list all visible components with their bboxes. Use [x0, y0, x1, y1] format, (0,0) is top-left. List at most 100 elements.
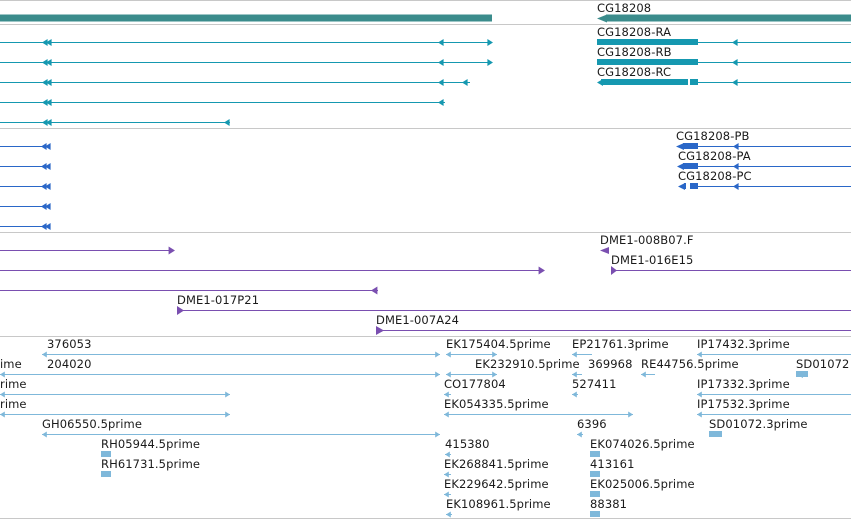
left-arrow-icon	[41, 183, 47, 190]
left-arrow-icon	[697, 411, 702, 418]
left-arrow-icon	[446, 351, 451, 358]
left-arrow-icon	[732, 59, 738, 66]
left-arrow-icon	[438, 59, 444, 66]
exon-block	[597, 59, 698, 65]
transcript-label-ra[interactable]: CG18208-RA	[597, 25, 672, 39]
est-label[interactable]: 204020	[47, 357, 92, 371]
right-arrow-icon	[628, 411, 633, 418]
left-arrow-icon	[41, 203, 47, 210]
left-arrow-icon	[733, 163, 739, 170]
left-arrow-icon	[446, 511, 451, 518]
est-label[interactable]: EK025006.5prime	[590, 477, 695, 491]
left-arrow-icon	[733, 143, 739, 150]
est-label[interactable]: RE44756.5prime	[641, 357, 739, 371]
right-arrow-icon	[492, 371, 497, 378]
protein-block	[683, 163, 698, 169]
est-label[interactable]: EP21761.3prime	[572, 337, 669, 351]
left-arrow-icon	[42, 119, 48, 126]
left-arrow-icon	[46, 39, 52, 46]
left-arrow-icon	[600, 247, 609, 254]
clone-label-016e15[interactable]: DME1-016E15	[611, 253, 694, 267]
est-label[interactable]: rime	[0, 397, 27, 411]
left-arrow-icon	[677, 163, 684, 170]
right-arrow-icon	[487, 59, 493, 66]
left-arrow-icon	[444, 491, 449, 498]
est-label[interactable]: 6396	[577, 417, 607, 431]
est-label[interactable]: EK108961.5prime	[446, 497, 551, 511]
est-label[interactable]: RH05944.5prime	[101, 437, 201, 451]
right-arrow-icon	[225, 391, 230, 398]
protein-label-pa[interactable]: CG18208-PA	[678, 149, 751, 163]
gene-label[interactable]: CG18208	[597, 1, 652, 15]
left-arrow-icon	[676, 143, 684, 150]
transcript-label-rc[interactable]: CG18208-RC	[597, 65, 672, 79]
exon-block	[601, 79, 688, 85]
left-arrow-icon	[41, 143, 47, 150]
left-arrow-icon	[42, 99, 48, 106]
est-label[interactable]: GH06550.5prime	[42, 417, 143, 431]
est-label[interactable]: IP17332.3prime	[697, 377, 790, 391]
left-arrow-icon	[796, 371, 803, 378]
left-arrow-icon	[0, 391, 5, 398]
est-label[interactable]: RH61731.5prime	[101, 457, 201, 471]
left-arrow-icon	[732, 79, 738, 86]
est-label[interactable]: EK232910.5prime	[475, 357, 580, 371]
protein-label-pc[interactable]: CG18208-PC	[678, 169, 752, 183]
clone-label-017p21[interactable]: DME1-017P21	[177, 293, 260, 307]
est-block	[590, 471, 600, 477]
est-label[interactable]: SD01072	[796, 357, 850, 371]
left-arrow-icon	[438, 79, 444, 86]
est-label[interactable]: EK175404.5prime	[446, 337, 551, 351]
protein-block	[690, 183, 698, 189]
est-label[interactable]: IP17532.3prime	[697, 397, 790, 411]
est-label[interactable]: 376053	[47, 337, 92, 351]
est-label[interactable]: EK268841.5prime	[444, 457, 549, 471]
exon-block	[690, 79, 698, 85]
right-arrow-icon	[492, 351, 497, 358]
est-label[interactable]: 88381	[590, 497, 628, 511]
left-arrow-icon	[697, 391, 702, 398]
left-arrow-icon	[46, 119, 52, 126]
right-arrow-icon	[538, 266, 545, 275]
est-label[interactable]: 413161	[590, 457, 635, 471]
transcript-label-rb[interactable]: CG18208-RB	[597, 45, 672, 59]
est-label[interactable]: EK229642.5prime	[444, 477, 549, 491]
left-arrow-icon	[462, 79, 468, 86]
est-label[interactable]: EK054335.5prime	[444, 397, 549, 411]
est-label[interactable]: 369968	[588, 357, 633, 371]
gene-bar	[0, 14, 492, 22]
est-label[interactable]: 527411	[572, 377, 617, 391]
est-block	[101, 471, 111, 477]
left-arrow-icon	[597, 14, 607, 23]
est-label[interactable]: IP17432.3prime	[697, 337, 790, 351]
left-arrow-icon	[597, 79, 603, 86]
est-label[interactable]: ime	[0, 357, 22, 371]
left-arrow-icon	[41, 223, 47, 230]
left-arrow-icon	[42, 59, 48, 66]
right-arrow-icon	[435, 431, 440, 438]
protein-label-pb[interactable]: CG18208-PB	[676, 129, 750, 143]
est-label[interactable]: SD01072.3prime	[709, 417, 808, 431]
est-label[interactable]: EK074026.5prime	[590, 437, 695, 451]
left-arrow-icon	[42, 351, 47, 358]
left-arrow-icon	[46, 99, 52, 106]
est-block	[590, 511, 600, 517]
protein-block	[683, 143, 698, 149]
right-arrow-icon	[487, 39, 493, 46]
left-arrow-icon	[0, 371, 5, 378]
est-label[interactable]: CO177804	[444, 377, 506, 391]
left-arrow-icon	[438, 39, 444, 46]
est-label[interactable]: 415380	[445, 437, 490, 451]
left-arrow-icon	[444, 471, 449, 478]
right-arrow-icon	[168, 246, 175, 255]
left-arrow-icon	[444, 391, 449, 398]
clone-label-008b07[interactable]: DME1-008B07.F	[600, 233, 694, 247]
left-arrow-icon	[46, 59, 52, 66]
clone-label-007a24[interactable]: DME1-007A24	[376, 313, 460, 327]
est-label[interactable]: rime	[0, 377, 27, 391]
left-arrow-icon	[371, 286, 378, 295]
left-arrow-icon	[46, 79, 52, 86]
est-block	[590, 491, 600, 497]
left-arrow-icon	[45, 223, 51, 230]
